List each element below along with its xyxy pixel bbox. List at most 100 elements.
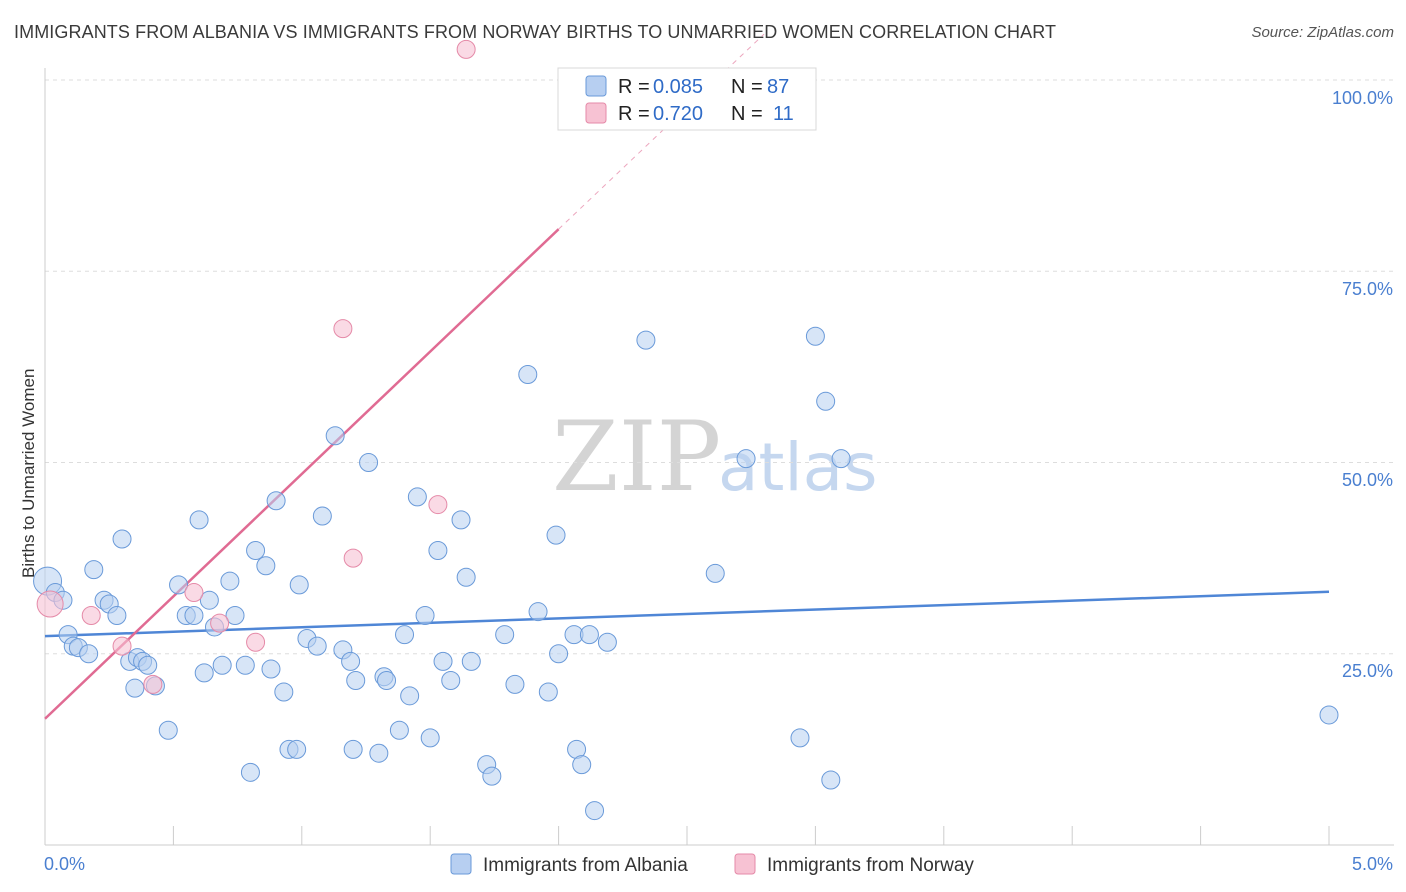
albania-point [482,766,502,786]
legend-n-label: N = [731,76,763,98]
albania-point [505,674,525,694]
albania-point [579,625,599,645]
albania-point [389,720,409,740]
norway-point [36,590,64,618]
albania-point [312,506,332,526]
norway-point [143,674,163,694]
bottom-legend: Immigrants from Albania Immigrants from … [450,853,974,876]
trend-lines [44,33,1330,720]
y-axis-label: Births to Unmarried Women [19,369,38,578]
albania-point [274,682,294,702]
albania-point [256,556,276,576]
albania-point [518,365,538,385]
albania-point [359,453,379,472]
source-label: Source: ZipAtlas.com [1251,24,1394,41]
albania-point [433,651,453,671]
albania-point [831,449,851,469]
y-tick-label: 75.0% [1342,279,1393,299]
albania-point [343,739,363,759]
y-tick-label: 100.0% [1332,88,1393,108]
watermark-zip: ZIP [552,401,721,513]
chart-title: IMMIGRANTS FROM ALBANIA VS IMMIGRANTS FR… [14,22,1057,42]
norway-trend-extension [558,33,765,230]
albania-point [420,728,440,748]
albania-point [112,529,132,549]
albania-trend-line [44,590,1330,638]
bottom-legend-label-albania: Immigrants from Albania [483,855,688,876]
norway-trend-line [44,228,560,720]
albania-point [428,540,448,560]
albania-point [246,540,266,560]
albania-point [199,590,219,610]
albania-point [287,739,307,759]
albania-point [816,391,836,411]
albania-point [705,563,725,583]
legend-r-value: 0.720 [653,103,703,125]
watermark-atlas: atlas [718,429,878,506]
albania-point [400,686,420,706]
legend-n-value: 11 [773,103,794,125]
albania-point [169,575,189,595]
norway-point [343,548,363,568]
legend-swatch-albania [585,75,607,97]
albania-point [415,606,435,625]
albania-point [84,560,104,580]
albania-point [107,606,127,625]
albania-point [1319,705,1339,725]
bottom-legend-swatch-norway [734,853,756,875]
albania-point [138,655,158,675]
albania-point [538,682,558,702]
bottom-legend-swatch-albania [450,853,472,875]
norway-point [456,39,476,59]
albania-point [189,510,209,530]
norway-point [210,613,230,633]
albania-point [266,491,286,511]
norway-point [246,632,266,652]
bottom-legend-label-norway: Immigrants from Norway [767,855,974,876]
albania-point [341,651,361,671]
albania-point [461,651,481,671]
albania-point [549,644,569,664]
albania-point [451,510,471,530]
albania-point [220,571,240,591]
albania-point [821,770,841,790]
albania-point [790,728,810,748]
albania-point [528,602,548,622]
albania-point [325,426,345,446]
legend-r-value: 0.085 [653,76,703,98]
albania-point [184,606,204,625]
albania-point [261,659,281,679]
albania-point [407,487,427,507]
albania-point [235,655,255,675]
albania-point [636,330,656,350]
albania-point [79,644,99,664]
albania-point [194,663,214,683]
norway-point [184,583,204,603]
x-tick-label: 0.0% [44,854,85,874]
albania-point [212,655,232,675]
albania-point [158,720,178,740]
albania-point [495,625,515,645]
legend-r-label: R = [618,76,650,98]
legend-swatch-norway [585,102,607,124]
data-points [33,39,1339,821]
norway-point [81,606,101,625]
y-tick-label: 50.0% [1342,470,1393,490]
x-tick-label: 5.0% [1352,854,1393,874]
albania-point [307,636,327,656]
albania-point [572,755,592,775]
albania-point [369,743,389,763]
albania-point [805,326,825,346]
albania-point [395,625,415,645]
norway-point [333,319,353,339]
albania-point [125,678,145,698]
legend-n-label: N = [731,103,763,125]
albania-point [456,567,476,587]
albania-point [346,671,366,691]
y-tick-label: 25.0% [1342,661,1393,681]
legend-r-label: R = [618,103,650,125]
albania-point [225,606,245,625]
legend-box: R = 0.085 N = 87 R = 0.720 N = 11 [557,67,817,131]
albania-point [377,671,397,691]
